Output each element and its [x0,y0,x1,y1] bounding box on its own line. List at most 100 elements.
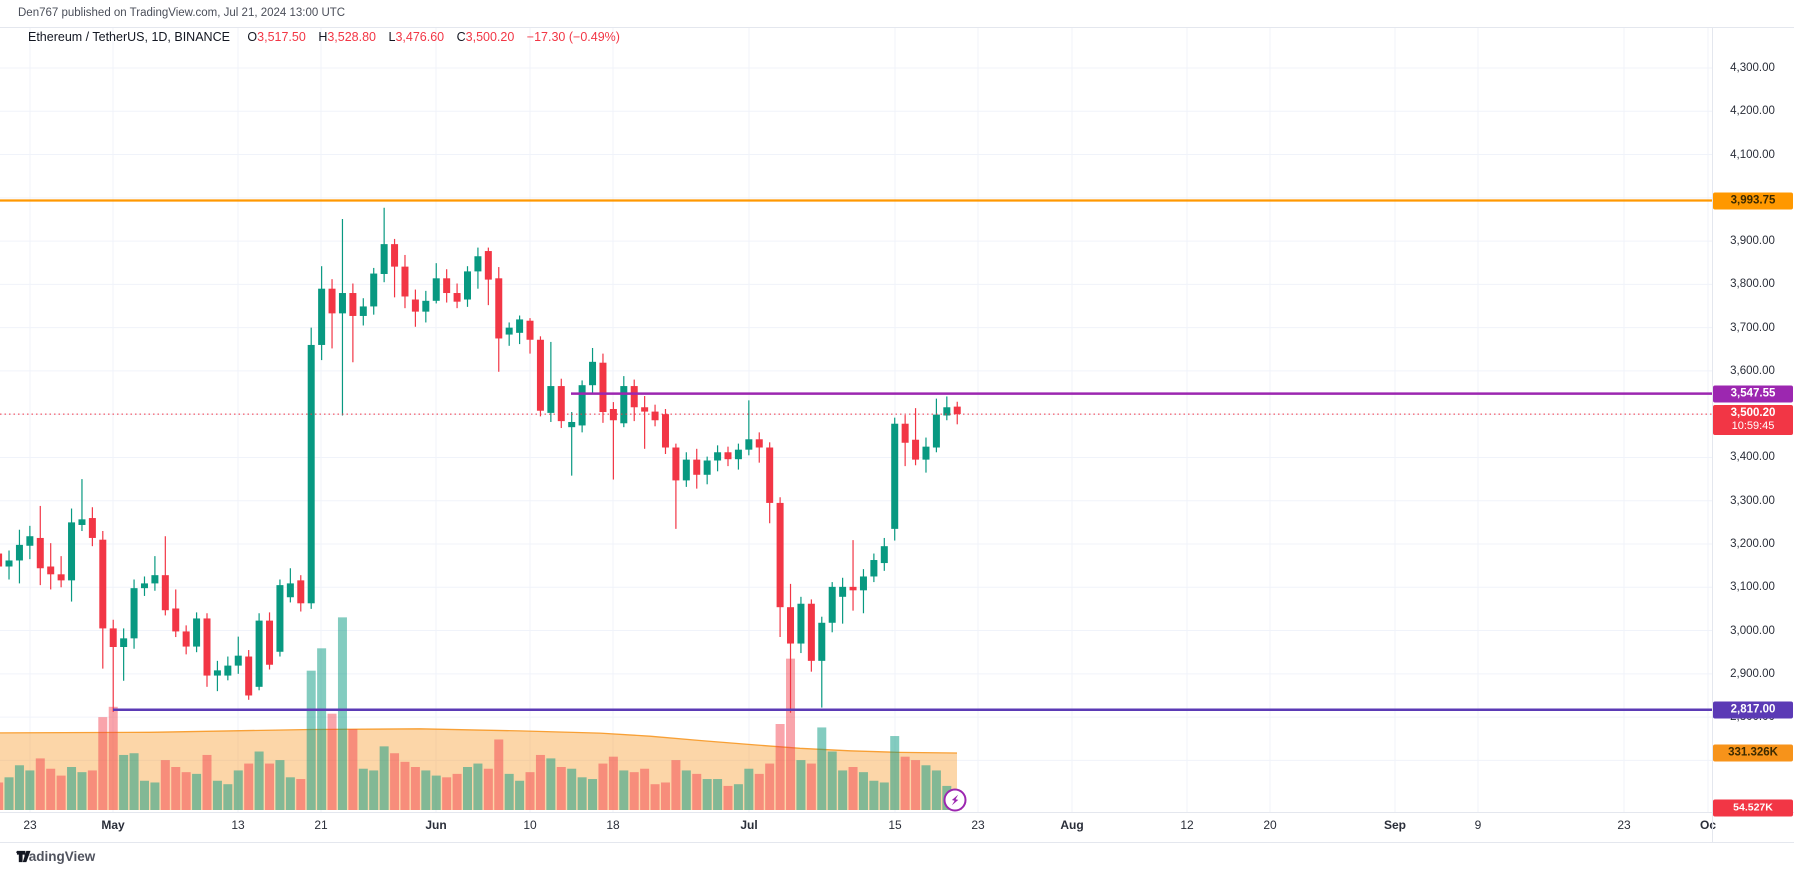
candle-body [318,288,326,345]
candle-body [130,588,138,639]
ohlc-close: C3,500.20 [456,30,515,44]
candle-body [724,452,732,460]
symbol-title: Ethereum / TetherUS, 1D, BINANCE [28,30,230,44]
volume-last-label: 54.527K [1713,799,1793,817]
candle-body [932,414,940,448]
candle-body [432,278,440,301]
candle-body [88,518,96,538]
volume-bar [858,772,868,810]
time-tick-day: 21 [314,818,328,832]
candle-body [641,407,649,412]
candle-body [516,319,524,333]
volume-bar [911,760,921,810]
price-tick-label: 3,100.00 [1730,581,1775,594]
volume-bar [535,754,545,810]
candle-body [818,622,826,661]
volume-bar [369,770,379,810]
volume-bar [160,760,170,810]
candle-body [443,278,451,294]
candle-body [589,361,597,386]
candle-body [880,546,888,564]
volume-bar [46,768,56,810]
volume-bar [379,746,389,810]
price-tick-label: 3,200.00 [1730,538,1775,550]
tradingview-logo-icon [16,850,31,863]
price-tick-label: 4,100.00 [1730,148,1775,161]
price-tick-label: 3,900.00 [1730,235,1775,248]
footer-divider [0,842,1794,843]
candle-body [161,575,169,611]
volume-bar [817,727,827,810]
volume-bar [181,772,191,810]
candle-body [464,271,471,300]
candle-body [474,256,482,272]
volume-bar [390,753,400,810]
volume-bar [796,760,806,810]
candle-body [140,583,148,589]
time-tick-day: 15 [888,818,902,832]
volume-bar [275,760,285,810]
volume-bar [692,773,702,810]
candle-body [286,583,294,598]
volume-bar [202,754,212,810]
candle-body [276,585,284,652]
volume-bar [348,729,358,810]
ohlc-open: O3,517.50 [247,30,306,44]
volume-bar [733,784,743,810]
candle-body [912,439,920,460]
candle-body [224,665,232,676]
candle-body [891,423,899,529]
time-tick-day: 12 [1180,818,1194,832]
volume-bar [598,763,608,810]
candle-body [568,421,576,428]
price-tick-label: 4,200.00 [1730,105,1775,118]
volume-bar [827,751,837,810]
volume-bar [35,758,45,810]
volume-bar [150,782,160,810]
candle-body [682,459,690,481]
candle-body [536,339,544,411]
candle-body [734,449,742,460]
candle-body [391,244,399,267]
time-tick-month: Oc [1699,818,1717,832]
candle-body [78,519,86,525]
ohlc-high: H3,528.80 [318,30,377,44]
candle-body [182,631,190,647]
volume-bar [77,772,87,810]
candle-body [0,553,3,567]
candle-body [755,439,763,448]
volume-bar [317,648,327,810]
volume-bar [494,739,504,810]
volume-bar [265,763,275,810]
lightning-bolt-glyph [951,794,959,806]
volume-bar [931,770,941,810]
volume-bar [713,779,723,810]
candle-body [870,560,878,577]
tradingview-logo[interactable]: TradingView [16,849,95,864]
candle-body [787,607,795,644]
candle-body [953,406,961,415]
candle-body [630,386,638,408]
candle-body [328,288,336,314]
time-tick-day: 13 [231,818,245,832]
volume-bar [306,670,316,810]
time-tick-month: Jun [425,818,447,832]
volume-bar [525,772,535,810]
candle-body [807,603,815,661]
candle-body [693,459,701,475]
price-tick-label: 2,900.00 [1730,667,1775,680]
volume-bar [473,763,483,810]
volume-bar [567,768,577,810]
time-tick-month: May [101,818,125,832]
symbol-legend[interactable]: Ethereum / TetherUS, 1D, BINANCE O3,517.… [28,30,620,44]
volume-bar [244,763,254,810]
volume-bar [900,756,910,810]
candle-body [609,408,617,421]
price-tick-label: 3,600.00 [1730,364,1775,377]
candle-body [26,536,34,546]
volume-bar [660,782,670,810]
volume-bar [650,784,660,810]
last-price-label: 3,500.20 10:59:45 [1713,405,1793,436]
candle-body [297,580,305,604]
